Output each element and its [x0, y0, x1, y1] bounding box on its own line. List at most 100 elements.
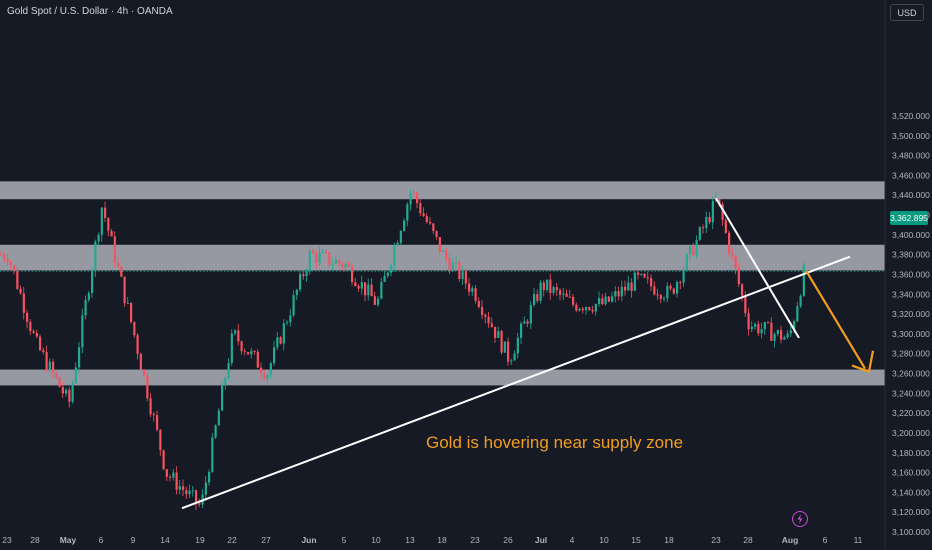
candle-body [789, 330, 792, 334]
candle-body [35, 332, 38, 337]
candle-body [185, 490, 188, 495]
candle-body [162, 450, 165, 470]
candle-body [48, 361, 51, 371]
price-axis[interactable]: 3,520.000 3,500.000 3,480.000 3,460.000 3,44… [892, 111, 930, 537]
supply-demand-zone-1 [0, 244, 885, 271]
candle-body [676, 282, 679, 294]
candle-body [208, 471, 211, 483]
candle-body [552, 287, 555, 293]
candle-body [607, 296, 610, 302]
candle-body [513, 353, 516, 361]
y-tick-label: 3,520.000 [892, 111, 930, 121]
forecast-arrow-head [851, 350, 875, 374]
candle-body [81, 315, 84, 348]
candle-body [393, 245, 396, 266]
candle-body [474, 288, 477, 301]
candle-body [698, 227, 701, 240]
candle-body [286, 322, 289, 324]
candle-body [211, 437, 214, 472]
candle-body [672, 288, 675, 294]
x-tick-label: 14 [160, 535, 170, 545]
candle-body [721, 204, 724, 221]
candle-body [230, 333, 233, 364]
currency-button[interactable]: USD [890, 4, 924, 21]
candle-body [256, 351, 259, 368]
candle-body [305, 271, 308, 277]
x-tick-label: 6 [823, 535, 828, 545]
candle-body [484, 314, 487, 317]
candle-body [796, 306, 799, 322]
candle-body [100, 207, 103, 235]
last-price-badge: 3,362.895 [890, 211, 928, 225]
candle-body [646, 277, 649, 279]
candle-body [679, 282, 682, 284]
candle-body [139, 353, 142, 370]
time-axis[interactable]: 23 28 May 6 9 14 19 22 27 Jun 5 10 13 18 23 26 Jul 4 10 15 1… [2, 535, 862, 545]
candle-body [741, 284, 744, 296]
candle-body [604, 296, 607, 305]
candle-body [237, 330, 240, 342]
x-tick-label: 28 [743, 535, 753, 545]
candle-body [396, 242, 399, 246]
candle-body [572, 296, 575, 305]
candle-body [562, 293, 565, 295]
candle-body [578, 308, 581, 311]
candle-body [113, 236, 116, 263]
candle-body [149, 398, 152, 415]
candle-body [175, 472, 178, 490]
candle-body [130, 302, 133, 322]
candle-body [263, 373, 266, 379]
x-tick-label: 18 [664, 535, 674, 545]
chart-annotation: Gold is hovering near supply zone [426, 433, 683, 452]
candle-body [61, 387, 64, 394]
candle-body [370, 284, 373, 297]
candle-body [633, 272, 636, 291]
resistance-trendline [715, 197, 800, 339]
y-tick-label: 3,260.000 [892, 369, 930, 379]
candle-body [627, 282, 630, 291]
candle-body [45, 352, 48, 371]
candle-body [477, 300, 480, 307]
candle-body [568, 296, 571, 298]
candle-body [425, 216, 428, 223]
candle-body [234, 330, 237, 334]
candle-body [773, 334, 776, 341]
x-tick-label: 5 [342, 535, 347, 545]
x-tick-label: 6 [99, 535, 104, 545]
candle-body [347, 263, 350, 267]
candle-body [526, 321, 529, 324]
candle-body [221, 385, 224, 411]
x-tick-label: 9 [131, 535, 136, 545]
candle-body [422, 213, 425, 217]
candle-body [334, 259, 337, 264]
candle-body [711, 201, 714, 223]
x-tick-label: 10 [371, 535, 381, 545]
candle-body [783, 337, 786, 340]
candle-body [58, 377, 61, 388]
candle-body [318, 252, 321, 263]
candle-body [455, 261, 458, 263]
lightning-icon[interactable] [792, 511, 808, 527]
candle-body [435, 230, 438, 238]
candle-body [799, 295, 802, 307]
candle-body [682, 269, 685, 283]
candle-body [659, 295, 662, 299]
candle-body [429, 222, 432, 224]
candle-body [416, 192, 419, 203]
candle-body [29, 321, 32, 332]
candle-body [793, 321, 796, 331]
y-tick-label: 3,180.000 [892, 448, 930, 458]
candle-body [120, 266, 123, 277]
x-tick-label: 10 [599, 535, 609, 545]
y-tick-label: 3,200.000 [892, 428, 930, 438]
candle-body [276, 337, 279, 348]
candle-body [445, 250, 448, 259]
candle-body [273, 347, 276, 364]
candle-body [776, 330, 779, 335]
candle-body [292, 295, 295, 316]
candle-body [520, 323, 523, 338]
candle-body [624, 286, 627, 291]
candle-body [26, 312, 29, 322]
candle-body [165, 469, 168, 477]
